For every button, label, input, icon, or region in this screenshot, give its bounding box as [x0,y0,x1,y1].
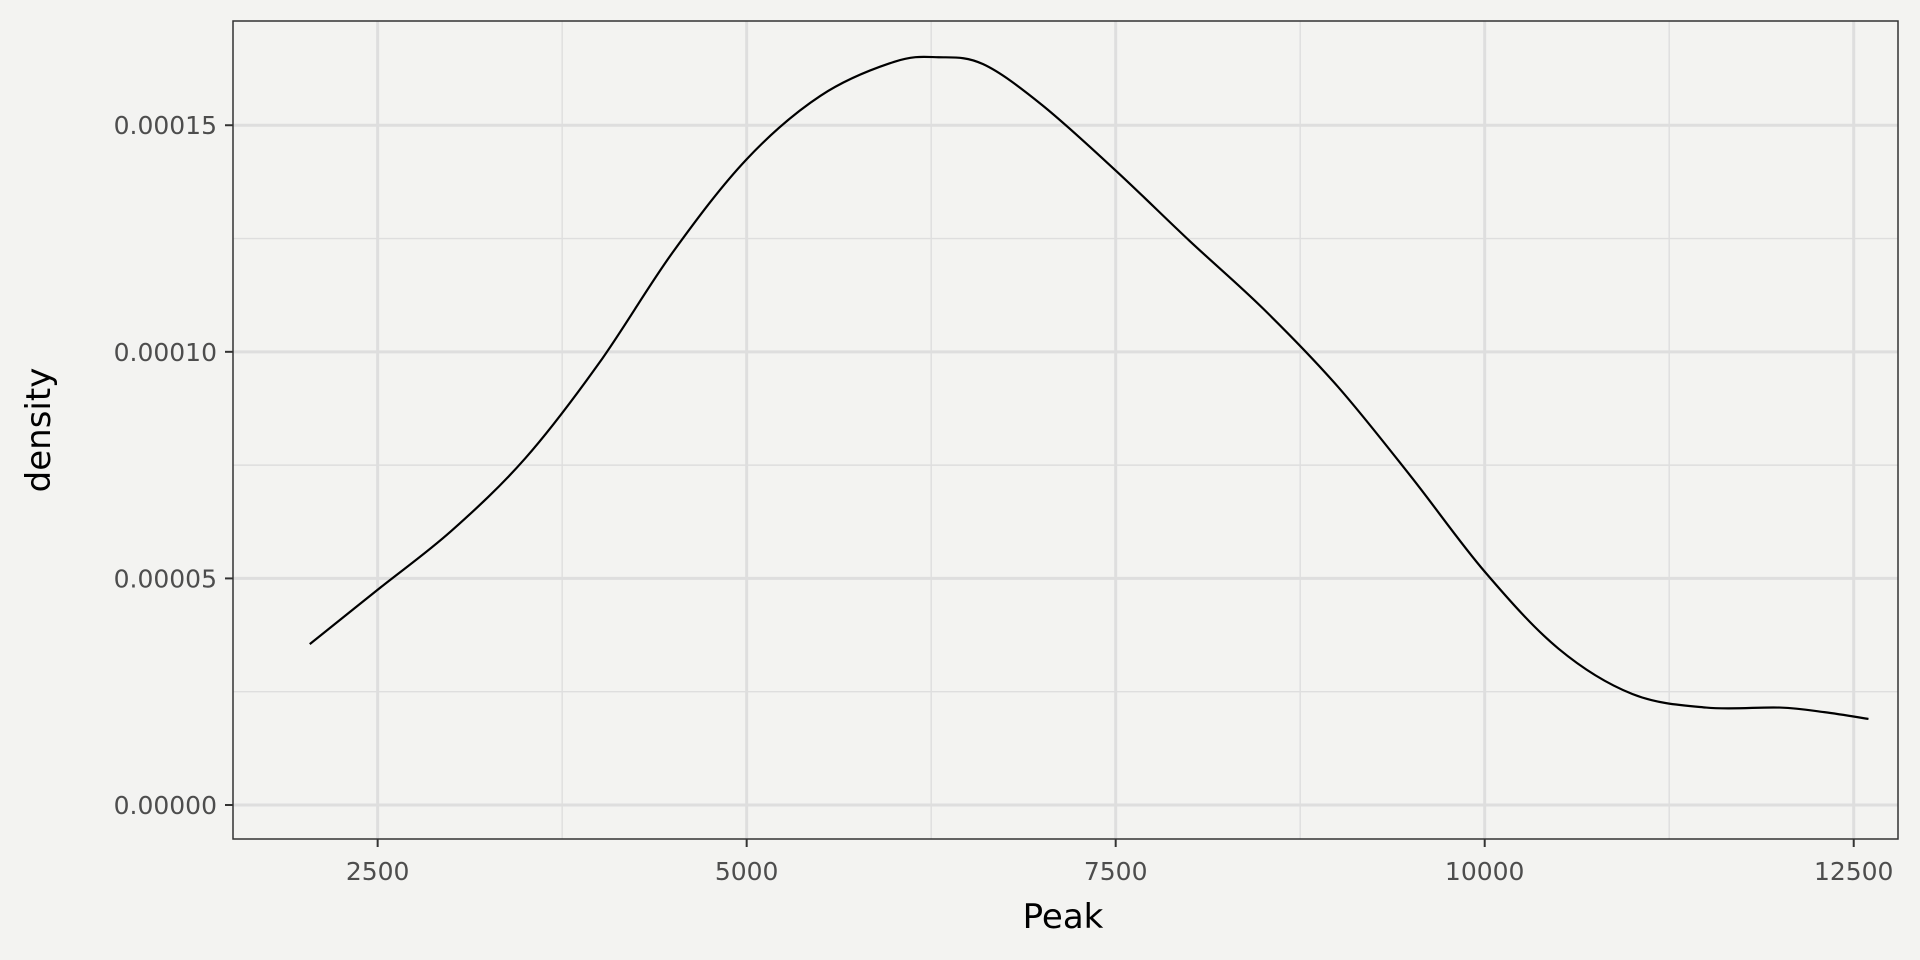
minor-gridlines [233,21,1898,839]
x-tick-label: 2500 [346,857,410,886]
x-axis-title: Peak [1023,897,1104,937]
x-tick-label: 5000 [715,857,779,886]
density-series [309,55,1869,720]
x-tick-label: 12500 [1814,857,1894,886]
y-tick-label: 0.00005 [114,564,217,593]
density-line [309,55,1869,720]
y-tick-label: 0.00000 [114,791,217,820]
y-tick-label: 0.00010 [114,338,217,367]
major-gridlines [233,21,1898,839]
panel-border [232,20,1899,840]
x-tick-label: 10000 [1445,857,1525,886]
x-tick-label: 7500 [1084,857,1148,886]
x-axis: 2500 5000 7500 10000 12500 [346,839,1894,886]
y-tick-label: 0.00015 [114,111,217,140]
y-axis: 0.00000 0.00005 0.00010 0.00015 [114,111,233,820]
y-axis-title: density [19,368,59,493]
plot-panel [233,21,1898,839]
